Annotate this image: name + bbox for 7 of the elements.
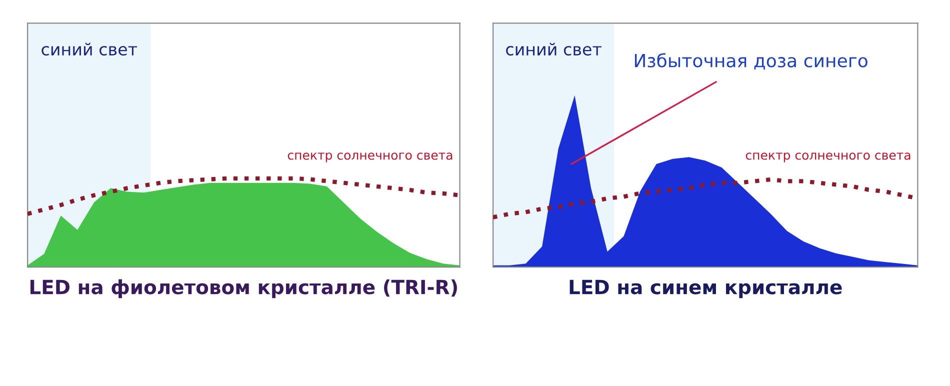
text: Избыточная доза синего [634,53,868,70]
text: синий свет [42,42,138,56]
text: LED на синем кристалле [570,280,842,298]
text: спектр солнечного света [288,152,452,162]
text: синий свет [506,42,602,56]
text: LED на фиолетовом кристалле (TRI-R) [30,279,457,298]
annotation: спектр солнечного света [746,152,910,162]
